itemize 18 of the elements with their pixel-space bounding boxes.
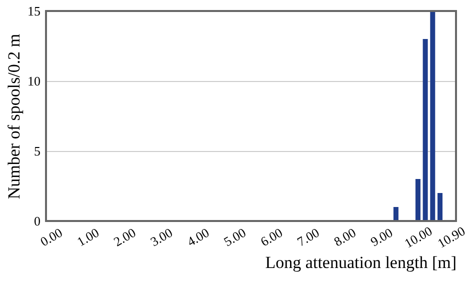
x-tick-label: 7.00 <box>294 224 322 250</box>
x-tick-label: 9.00 <box>368 224 396 250</box>
x-tick-label: 4.00 <box>184 224 212 250</box>
x-tick-label: 2.00 <box>111 224 138 250</box>
y-tick-label: 10 <box>28 74 40 88</box>
x-tick-label: 1.00 <box>74 224 102 250</box>
x-tick-label: 0.00 <box>38 224 65 250</box>
x-tick-label: 10.00 <box>402 223 435 251</box>
x-tick-label: 10.90 <box>434 223 468 251</box>
y-axis-title: Number of spools/0.2 m <box>4 34 24 200</box>
y-tick-label: 0 <box>34 214 40 228</box>
x-tick-label: 8.00 <box>331 224 358 250</box>
x-tick-label: 3.00 <box>148 224 175 250</box>
y-tick-label: 15 <box>28 4 40 18</box>
y-tick-label: 5 <box>34 144 40 158</box>
x-tick-label: 6.00 <box>258 224 286 250</box>
x-tick-label: 5.00 <box>221 224 248 250</box>
x-axis-title: Long attenuation length [m] <box>265 252 456 272</box>
